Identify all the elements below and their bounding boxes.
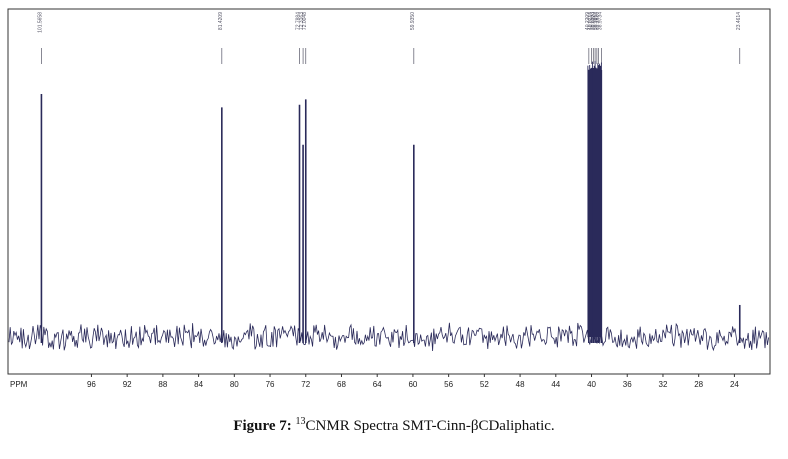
x-tick-label: 84 [194,380,203,389]
x-tick-label: 72 [301,380,310,389]
x-tick-label: 60 [408,380,417,389]
isotope-superscript: 13 [295,416,306,427]
x-tick-label: 80 [230,380,239,389]
peak-label: 38.9734 [597,12,603,30]
x-tick-label: 68 [337,380,346,389]
x-tick-label: 36 [623,380,632,389]
baseline-noise [8,322,769,352]
x-tick-label: 40 [587,380,596,389]
figure-label: Figure 7: [233,418,292,434]
peak-label: 39.3912 [593,12,599,30]
x-tick-label: 76 [266,380,275,389]
x-tick-label: 24 [730,380,739,389]
x-axis: PPM 96 92 88 84 80 76 72 68 64 60 56 52 48 44 40 36 32 28… [8,373,770,389]
x-tick-label: 64 [373,380,382,389]
x-tick-label: 56 [444,380,453,389]
x-tick-label: 92 [123,380,132,389]
x-tick-label: 28 [694,380,703,389]
x-axis-label: PPM [10,380,28,389]
plot-frame [7,8,771,375]
figure-caption-text: CNMR Spectra SMT-Cinn-βCDaliphatic. [305,418,555,434]
peak-label: 39.8103 [589,12,595,30]
peak-label: 39.6020 [591,12,597,30]
peak-label: 59.9350 [410,12,416,30]
peak-label: 40.2209 [585,12,591,30]
figure-caption: Figure 7: 13CNMR Spectra SMT-Cinn-βCDali… [0,416,788,435]
peak-label: 72.0048 [302,12,308,30]
peak-label: 39.1820 [595,12,601,30]
peak-label: 72.7884 [296,12,302,30]
x-tick-label: 96 [87,380,96,389]
peak-label: 101.5658 [37,12,43,33]
peak-label: 81.4209 [218,12,224,30]
peak-label: 72.3163 [299,12,305,30]
x-tick-label: 52 [480,380,489,389]
spectrum-trace [8,60,769,352]
peak-label: 40.0214 [588,12,594,30]
x-tick-label: 48 [516,380,525,389]
x-tick-label: 32 [659,380,668,389]
x-tick-label: 44 [551,380,560,389]
peak-label: 23.4614 [736,12,742,30]
x-tick-label: 88 [158,380,167,389]
